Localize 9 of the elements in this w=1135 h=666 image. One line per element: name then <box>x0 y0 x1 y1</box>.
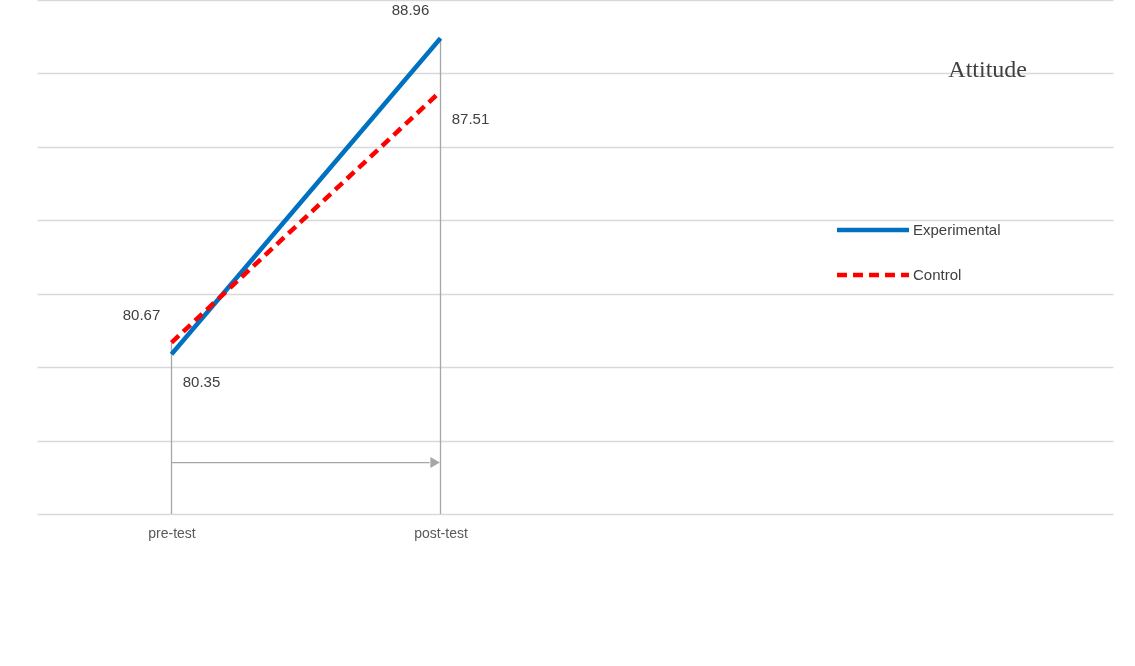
data-label: 80.67 <box>122 305 161 323</box>
data-label: 87.51 <box>451 110 490 128</box>
data-label: 80.35 <box>182 373 221 391</box>
legend-label: Experimental <box>913 221 1001 238</box>
data-label: 88.96 <box>391 1 430 19</box>
x-tick-label: pre-test <box>148 524 196 541</box>
legend-label: Control <box>913 266 962 283</box>
text: Attitude <box>948 56 1027 82</box>
x-tick-label: post-test <box>414 524 468 541</box>
